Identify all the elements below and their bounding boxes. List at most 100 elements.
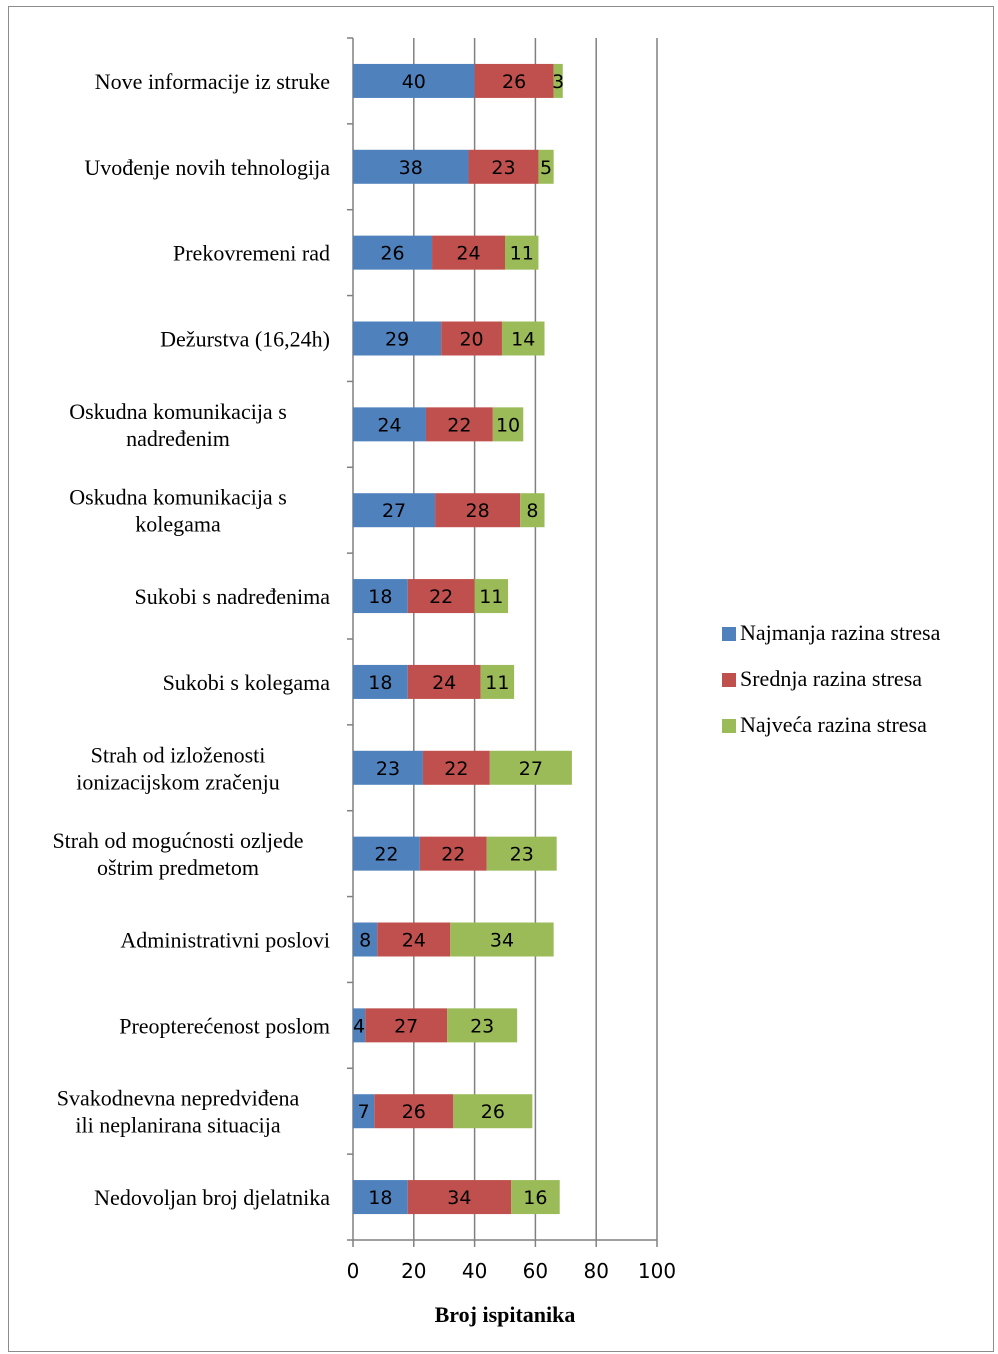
- category-label: Prekovremeni rad: [173, 241, 330, 266]
- data-label: 27: [519, 758, 543, 780]
- bar-segment-srednja-razina-stresa: [425, 407, 493, 442]
- bar-segment-najmanja-razina-stresa: [353, 579, 408, 614]
- x-tick-label: 0: [347, 1259, 360, 1283]
- x-axis-title: Broj ispitanika: [435, 1302, 576, 1327]
- category-label: Administrativni poslovi: [120, 928, 330, 953]
- data-label: 11: [485, 672, 509, 694]
- data-label: 24: [456, 243, 480, 265]
- category-label: Nove informacije iz struke: [95, 69, 330, 94]
- category-label: Svakodnevna nepredviđena ili neplanirana …: [57, 1086, 300, 1138]
- data-label: 5: [540, 157, 552, 179]
- data-label: 22: [441, 844, 465, 866]
- data-label: 26: [502, 71, 526, 93]
- data-label: 23: [510, 844, 534, 866]
- category-label: Uvođenje novih tehnologija: [84, 155, 330, 180]
- data-label: 29: [385, 329, 409, 351]
- x-tick-label: 20: [401, 1259, 426, 1283]
- data-label: 4: [353, 1015, 365, 1037]
- data-label: 3: [552, 71, 564, 93]
- bar-segment-najveca-razina-stresa: [505, 235, 539, 270]
- bar-segment-srednja-razina-stresa: [407, 1180, 512, 1215]
- bar-segment-najveca-razina-stresa: [489, 750, 572, 785]
- data-label: 27: [382, 500, 406, 522]
- data-label: 22: [429, 586, 453, 608]
- legend-label: Srednja razina stresa: [740, 666, 922, 691]
- category-label: Strah od mogućnosti ozljede oštrim predme…: [52, 828, 303, 880]
- data-label: 18: [368, 1187, 392, 1209]
- data-label: 40: [402, 71, 426, 93]
- legend-label: Najmanja razina stresa: [740, 620, 941, 645]
- data-label: 14: [511, 329, 535, 351]
- data-label: 26: [380, 243, 404, 265]
- bar-segment-najveca-razina-stresa: [447, 1008, 518, 1043]
- bar-segment-najmanja-razina-stresa: [353, 63, 475, 98]
- bar-segment-srednja-razina-stresa: [474, 63, 554, 98]
- data-label: 23: [491, 157, 515, 179]
- data-label: 34: [447, 1187, 471, 1209]
- legend-swatch: [722, 673, 736, 687]
- data-label: 11: [510, 243, 534, 265]
- axes: [347, 37, 658, 1247]
- bar-segment-najveca-razina-stresa: [480, 664, 515, 699]
- bar-segment-najveca-razina-stresa: [492, 407, 524, 442]
- data-label: 27: [394, 1015, 418, 1037]
- bar-segment-najveca-razina-stresa: [553, 63, 563, 98]
- labels: 0 20 40 60 80 100 40 26 3 Nove informacije iz str…: [52, 69, 676, 1283]
- x-tick-label: 100: [638, 1259, 676, 1283]
- bar-segment-najveca-razina-stresa: [486, 836, 557, 871]
- legend-item-najmanja-razina-stresa: Najmanja razina stresa: [722, 620, 941, 645]
- legend-swatch: [722, 627, 736, 641]
- bar-segment-srednja-razina-stresa: [419, 836, 487, 871]
- category-label: Oskudna komunikacija s nadređenim: [69, 399, 287, 451]
- bar-segment-srednja-razina-stresa: [435, 493, 521, 528]
- data-label: 28: [466, 500, 490, 522]
- data-label: 18: [368, 672, 392, 694]
- data-label: 22: [444, 758, 468, 780]
- category-label: Oskudna komunikacija s kolegama: [69, 485, 287, 537]
- bar-segment-najveca-razina-stresa: [520, 493, 545, 528]
- bar-segment-najveca-razina-stresa: [501, 321, 545, 356]
- data-label: 26: [402, 1101, 426, 1123]
- bar-segment-srednja-razina-stresa: [374, 1094, 454, 1129]
- bar-segment-najmanja-razina-stresa: [353, 836, 420, 871]
- bar-segment-najveca-razina-stresa: [511, 1180, 560, 1215]
- legend-swatch: [722, 719, 736, 733]
- bar-segment-najveca-razina-stresa: [450, 922, 554, 957]
- data-label: 16: [523, 1187, 547, 1209]
- bar-segment-najveca-razina-stresa: [474, 579, 509, 614]
- data-label: 22: [374, 844, 398, 866]
- data-label: 24: [402, 930, 426, 952]
- data-label: 34: [490, 930, 514, 952]
- data-label: 24: [377, 414, 401, 436]
- category-label: Strah od izloženosti ionizacijskom zračen…: [76, 742, 279, 794]
- legend-label: Najveća razina stresa: [740, 712, 927, 737]
- bar-segment-srednja-razina-stresa: [432, 235, 505, 270]
- bar-segment-najmanja-razina-stresa: [353, 1094, 375, 1129]
- bar-segment-najmanja-razina-stresa: [353, 1008, 366, 1043]
- x-tick-label: 80: [583, 1259, 608, 1283]
- bar-segment-najmanja-razina-stresa: [353, 664, 408, 699]
- bar-segment-najmanja-razina-stresa: [353, 493, 436, 528]
- category-label: Dežurstva (16,24h): [160, 327, 330, 352]
- data-label: 8: [526, 500, 538, 522]
- data-label: 11: [479, 586, 503, 608]
- bars: [353, 63, 572, 1215]
- bar-segment-najmanja-razina-stresa: [353, 750, 423, 785]
- bar-segment-srednja-razina-stresa: [377, 922, 451, 957]
- bar-segment-najmanja-razina-stresa: [353, 149, 469, 184]
- bar-segment-srednja-razina-stresa: [441, 321, 502, 356]
- data-label: 18: [368, 586, 392, 608]
- bar-segment-srednja-razina-stresa: [365, 1008, 448, 1043]
- legend-item-srednja-razina-stresa: Srednja razina stresa: [722, 666, 922, 691]
- category-label: Sukobi s nadređenima: [134, 584, 330, 609]
- data-label: 38: [399, 157, 423, 179]
- bar-segment-najmanja-razina-stresa: [353, 235, 433, 270]
- grid-lines: [413, 38, 658, 1240]
- data-label: 23: [376, 758, 400, 780]
- legend: Najmanja razina stresa Srednja razina str…: [722, 620, 941, 737]
- data-label: 26: [481, 1101, 505, 1123]
- category-label: Preopterećenost poslom: [119, 1013, 330, 1038]
- bar-segment-srednja-razina-stresa: [422, 750, 490, 785]
- bar-segment-najmanja-razina-stresa: [353, 922, 378, 957]
- data-label: 20: [459, 329, 483, 351]
